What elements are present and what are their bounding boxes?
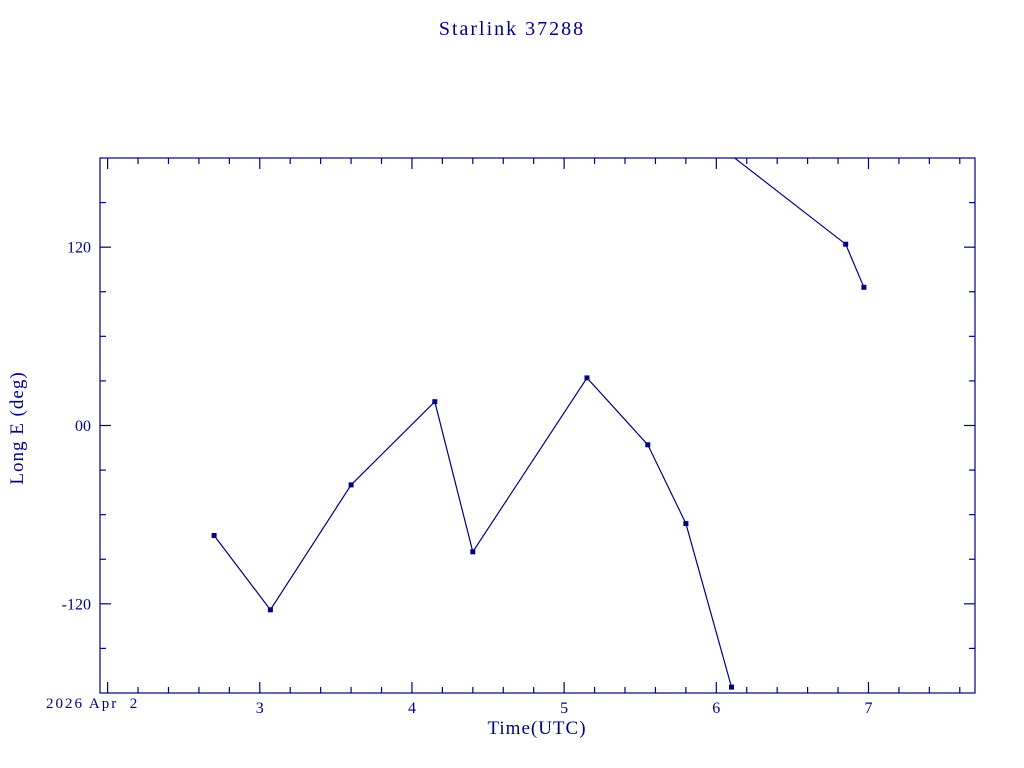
longitude-track-segment-1-line [213,376,733,688]
data-point-marker [211,533,217,538]
data-point-marker [729,684,734,690]
data-point-marker [645,442,651,448]
data-point-marker [432,399,438,405]
data-point-marker [267,607,273,613]
data-point-marker [861,284,867,290]
data-point-marker [348,482,354,488]
chart-title: Starlink 37288 [438,18,586,40]
x-tick-label: 4 [408,700,416,717]
y-tick-label: -120 [62,596,91,613]
axis-date-label: 2026 Apr 2 [46,696,140,712]
x-tick-label: 7 [864,700,872,717]
x-tick-label: 3 [256,700,264,717]
longitude-track-segment-2-line [733,158,865,288]
y-axis-label: Long E (deg) [7,371,28,485]
data-point-marker [683,521,689,527]
x-axis-label: Time(UTC) [487,718,587,739]
y-tick-label: 00 [75,418,91,435]
data-point-marker [470,549,476,555]
y-tick-label: 120 [67,240,91,257]
x-tick-label: 5 [560,700,568,717]
data-point-marker [843,241,849,247]
data-point-marker [584,375,590,381]
plot-frame [99,157,976,694]
x-tick-label: 6 [712,700,720,717]
